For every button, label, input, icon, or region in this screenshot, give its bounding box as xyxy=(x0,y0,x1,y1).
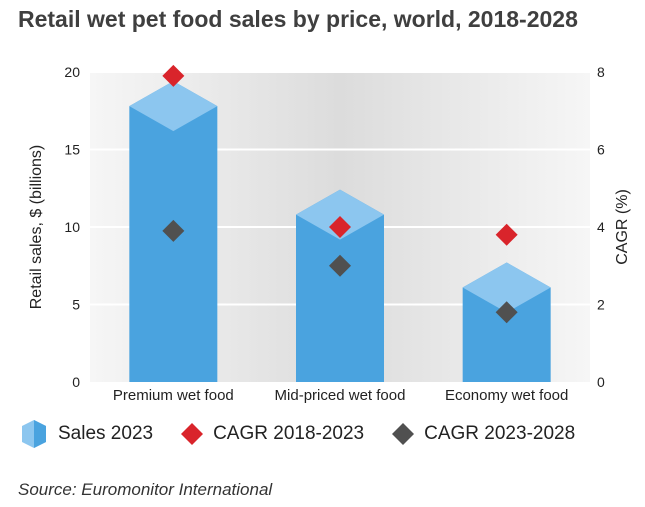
marker-cagr-2018-2023 xyxy=(495,223,518,246)
marker-cagr-2023-2028 xyxy=(329,254,351,277)
y-tick-right: 8 xyxy=(597,64,605,80)
y-tick-left: 5 xyxy=(72,297,80,313)
y-tick-right: 4 xyxy=(597,219,605,235)
hexagon-bar-icon xyxy=(22,420,46,448)
bar-cap xyxy=(296,189,384,240)
y-tick-left: 15 xyxy=(64,142,80,158)
marker-cagr-2018-2023 xyxy=(162,64,185,87)
markers xyxy=(162,64,518,324)
legend: Sales 2023 CAGR 2018-2023 CAGR 2023-2028 xyxy=(18,420,601,448)
marker-cagr-2023-2028 xyxy=(162,219,185,242)
legend-label-sales: Sales 2023 xyxy=(58,423,154,444)
category-label: Mid-priced wet food xyxy=(275,387,406,404)
y-axis-title-left: Retail sales, $ (billions) xyxy=(28,145,45,310)
category-label: Economy wet food xyxy=(445,387,568,404)
y-axis-title-right: CAGR (%) xyxy=(614,189,631,265)
red-diamond-icon xyxy=(181,423,204,445)
y-tick-right: 6 xyxy=(597,142,605,158)
marker-cagr-2023-2028 xyxy=(495,301,518,324)
source-note: Source: Euromonitor International xyxy=(18,480,273,499)
y-tick-left: 0 xyxy=(72,374,80,390)
ticks: 0 5 10 15 20 0 2 4 6 8 xyxy=(64,64,605,390)
legend-label-cagr-2023-2028: CAGR 2023-2028 xyxy=(424,423,576,444)
marker-cagr-2018-2023 xyxy=(329,216,351,238)
grey-diamond-icon xyxy=(392,423,415,445)
chart-plot: 0 5 10 15 20 0 2 4 6 8 Premium wet food Mid-priced… xyxy=(28,64,631,404)
bar-cap xyxy=(129,81,218,132)
legend-item-cagr-2018-2023: CAGR 2018-2023 xyxy=(179,421,364,447)
legend-label-cagr-2018-2023: CAGR 2018-2023 xyxy=(213,423,365,444)
y-tick-right: 0 xyxy=(597,374,605,390)
category-label: Premium wet food xyxy=(113,387,234,404)
y-tick-left: 20 xyxy=(64,64,80,80)
legend-item-cagr-2023-2028: CAGR 2023-2028 xyxy=(390,421,575,447)
bar-cap xyxy=(462,262,551,313)
chart-title: Retail wet pet food sales by price, worl… xyxy=(18,6,578,32)
legend-item-sales: Sales 2023 xyxy=(18,420,153,448)
category-labels: Premium wet food Mid-priced wet food Econo… xyxy=(113,387,568,404)
bar-sales-2023 xyxy=(296,189,384,382)
y-tick-left: 10 xyxy=(64,219,80,235)
y-tick-right: 2 xyxy=(597,297,605,313)
